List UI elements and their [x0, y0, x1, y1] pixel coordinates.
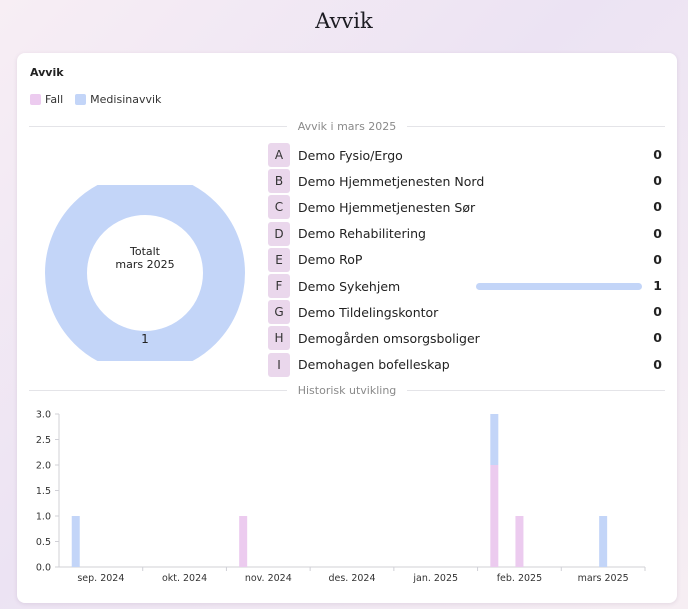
- y-tick-label: 0.5: [36, 537, 51, 548]
- legend-label-fall: Fall: [45, 93, 64, 106]
- x-tick-label: des. 2024: [328, 573, 375, 584]
- donut-center-line1: Totalt: [129, 245, 160, 258]
- divider-line-right: [407, 390, 666, 391]
- x-tick-label: jan. 2025: [412, 573, 458, 584]
- unit-badge: D: [268, 221, 290, 246]
- deviations-card: Avvik Fall Medisinavvik Avvik i mars 202…: [17, 53, 677, 603]
- y-tick-label: 2.5: [36, 435, 51, 446]
- unit-badge: A: [268, 143, 290, 168]
- unit-row[interactable]: G Demo Tildelingskontor 0: [268, 299, 668, 325]
- history-bar-medisinavvik[interactable]: [599, 516, 608, 567]
- y-tick-label: 1.0: [36, 512, 51, 523]
- donut-svg: [45, 173, 245, 373]
- unit-count: 0: [653, 304, 662, 320]
- unit-count: 0: [653, 251, 662, 267]
- x-tick-label: feb. 2025: [497, 573, 542, 584]
- unit-name: Demo Fysio/Ergo: [298, 147, 403, 163]
- donut-center-line2: mars 2025: [115, 258, 175, 271]
- unit-row[interactable]: C Demo Hjemmetjenesten Sør 0: [268, 194, 668, 220]
- unit-name: Demo Sykehjem: [298, 278, 401, 294]
- unit-count: 0: [653, 330, 662, 346]
- unit-badge: B: [268, 169, 290, 194]
- unit-count: 0: [653, 199, 662, 215]
- unit-count: 0: [653, 173, 662, 189]
- unit-name: Demohagen bofelleskap: [298, 357, 450, 373]
- history-bar-medisinavvik[interactable]: [71, 516, 80, 567]
- x-tick-label: nov. 2024: [245, 573, 292, 584]
- history-divider: Historisk utvikling: [29, 384, 666, 397]
- divider-line-right: [407, 126, 666, 127]
- unit-name: Demo Rehabilitering: [298, 226, 426, 242]
- unit-name: Demogården omsorgsboliger: [298, 330, 480, 346]
- divider-line-left: [29, 126, 287, 127]
- x-tick-label: mars 2025: [578, 573, 629, 584]
- unit-row[interactable]: A Demo Fysio/Ergo 0: [268, 142, 668, 168]
- month-divider-label: Avvik i mars 2025: [297, 120, 397, 133]
- unit-row[interactable]: F Demo Sykehjem 1: [268, 273, 668, 299]
- x-tick-label: okt. 2024: [162, 573, 207, 584]
- donut-segment-medisinavvik[interactable]: [45, 173, 245, 373]
- page-title: Avvik: [315, 9, 373, 33]
- unit-badge: F: [268, 274, 290, 299]
- donut-segment-value: 1: [141, 332, 149, 346]
- unit-count-bar: [476, 282, 642, 290]
- medisinavvik-swatch: [75, 94, 87, 105]
- legend-item-fall[interactable]: Fall: [30, 93, 63, 106]
- unit-count: 1: [653, 277, 662, 293]
- donut-chart: Totalt mars 2025 1: [43, 173, 247, 373]
- unit-name: Demo Hjemmetjenesten Sør: [298, 199, 476, 215]
- legend-label-medisinavvik: Medisinavvik: [90, 93, 162, 106]
- unit-name: Demo RoP: [298, 252, 363, 268]
- y-tick-label: 1.5: [36, 486, 51, 497]
- history-bar-fall[interactable]: [515, 516, 524, 567]
- unit-badge: H: [268, 326, 290, 351]
- unit-count: 0: [653, 225, 662, 241]
- divider-line-left: [29, 390, 287, 391]
- unit-count: 0: [653, 356, 662, 372]
- card-title: Avvik: [30, 66, 64, 79]
- history-bar-fall[interactable]: [490, 465, 499, 567]
- legend-item-medisinavvik[interactable]: Medisinavvik: [75, 93, 161, 106]
- donut-center-label: Totalt mars 2025: [43, 245, 247, 271]
- legend: Fall Medisinavvik: [30, 93, 161, 106]
- unit-row[interactable]: I Demohagen bofelleskap 0: [268, 352, 668, 378]
- unit-count: 0: [653, 147, 662, 162]
- history-bar-medisinavvik[interactable]: [490, 414, 499, 465]
- history-chart-svg: 0.0 0.5 1.0 1.5 2.0 2.5 3.0 sep. 2024 okt. 2024 n…: [36, 410, 646, 584]
- unit-name: Demo Hjemmetjenesten Nord: [298, 173, 485, 189]
- history-divider-label: Historisk utvikling: [297, 384, 397, 397]
- unit-badge: I: [268, 352, 290, 377]
- month-divider: Avvik i mars 2025: [29, 120, 666, 133]
- unit-row[interactable]: E Demo RoP 0: [268, 247, 668, 273]
- y-tick-label: 2.0: [36, 461, 51, 472]
- history-chart: 0.0 0.5 1.0 1.5 2.0 2.5 3.0 sep. 2024 okt. 2024 n…: [17, 398, 677, 598]
- unit-badge: C: [268, 195, 290, 220]
- fall-swatch: [30, 94, 41, 105]
- unit-name: Demo Tildelingskontor: [298, 304, 439, 320]
- unit-row[interactable]: H Demogården omsorgsboliger 0: [268, 325, 668, 351]
- unit-list: A Demo Fysio/Ergo 0 B Demo Hjemmetjenest…: [268, 142, 668, 378]
- unit-row[interactable]: B Demo Hjemmetjenesten Nord 0: [268, 168, 668, 194]
- unit-badge: E: [268, 247, 290, 272]
- unit-row[interactable]: D Demo Rehabilitering 0: [268, 221, 668, 247]
- unit-badge: G: [268, 300, 290, 325]
- y-tick-label: 0.0: [36, 563, 51, 574]
- history-bar-fall[interactable]: [239, 516, 248, 567]
- x-tick-label: sep. 2024: [77, 573, 124, 584]
- y-tick-label: 3.0: [36, 410, 51, 421]
